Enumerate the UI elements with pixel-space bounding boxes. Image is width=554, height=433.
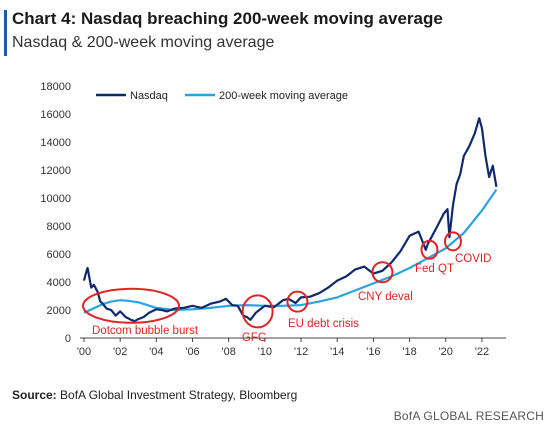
x-tick-label: '12: [294, 346, 308, 358]
source-note: Source: BofA Global Investment Strategy,…: [12, 388, 297, 402]
title-accent-bar: [4, 10, 7, 56]
y-tick-label: 8000: [47, 221, 71, 233]
annotation-label: Fed QT: [415, 263, 454, 275]
annotation-circle: [286, 290, 309, 313]
annotation-circle: [241, 294, 274, 329]
legend-item-moving-average-label: 200-week moving average: [219, 90, 348, 102]
x-tick-label: '18: [402, 346, 416, 358]
y-axis: 0 2000 4000 6000 8000 10000 12000 14000 16000 180…: [40, 81, 71, 345]
y-tick-label: 4000: [47, 277, 71, 289]
x-tick-label: '00: [77, 346, 91, 358]
y-tick-label: 18000: [40, 81, 71, 93]
y-tick-label: 10000: [40, 193, 71, 205]
source-text: BofA Global Investment Strategy, Bloombe…: [56, 388, 298, 402]
x-tick-label: '16: [366, 346, 380, 358]
annotation-circle: [371, 261, 394, 284]
brand-footer: BofA GLOBAL RESEARCH: [393, 409, 544, 423]
annotations: Dotcom bubble burst GFC EU debt crisis CNY …: [82, 231, 491, 344]
legend-item-nasdaq-label: Nasdaq: [130, 90, 168, 102]
moving-average-line: [83, 188, 498, 314]
annotation-label: EU debt crisis: [288, 318, 359, 330]
x-tick-label: '08: [222, 346, 236, 358]
annotation-circle: [443, 231, 462, 252]
annotation-circle: [420, 239, 439, 260]
legend: Nasdaq 200-week moving average: [96, 90, 348, 102]
annotation-label: GFC: [242, 332, 266, 344]
y-tick-label: 0: [65, 333, 71, 345]
x-tick-label: '02: [113, 346, 127, 358]
x-tick-label: '14: [330, 346, 344, 358]
chart-subtitle: Nasdaq & 200-week moving average: [12, 34, 275, 51]
y-tick-label: 14000: [40, 137, 71, 149]
y-tick-label: 2000: [47, 305, 71, 317]
x-tick-label: '22: [475, 346, 489, 358]
y-tick-label: 12000: [40, 165, 71, 177]
x-axis: '00 '02 '04 '06 '08 '10 '12 '14 '16 '18 '20 '22: [77, 337, 506, 358]
annotation-label: CNY deval: [358, 291, 413, 303]
source-label: Source:: [12, 388, 57, 402]
annotation-label: Dotcom bubble burst: [92, 325, 199, 337]
x-tick-label: '06: [185, 346, 199, 358]
chart-title: Chart 4: Nasdaq breaching 200-week movin…: [12, 9, 443, 28]
annotation-circle: [82, 287, 181, 324]
x-tick-label: '04: [149, 346, 163, 358]
y-tick-label: 6000: [47, 249, 71, 261]
annotation-label: COVID: [455, 253, 491, 265]
x-tick-label: '20: [439, 346, 453, 358]
x-tick-label: '10: [258, 346, 272, 358]
y-tick-label: 16000: [40, 109, 71, 121]
series-lines: [82, 117, 498, 323]
nasdaq-line: [82, 117, 498, 323]
